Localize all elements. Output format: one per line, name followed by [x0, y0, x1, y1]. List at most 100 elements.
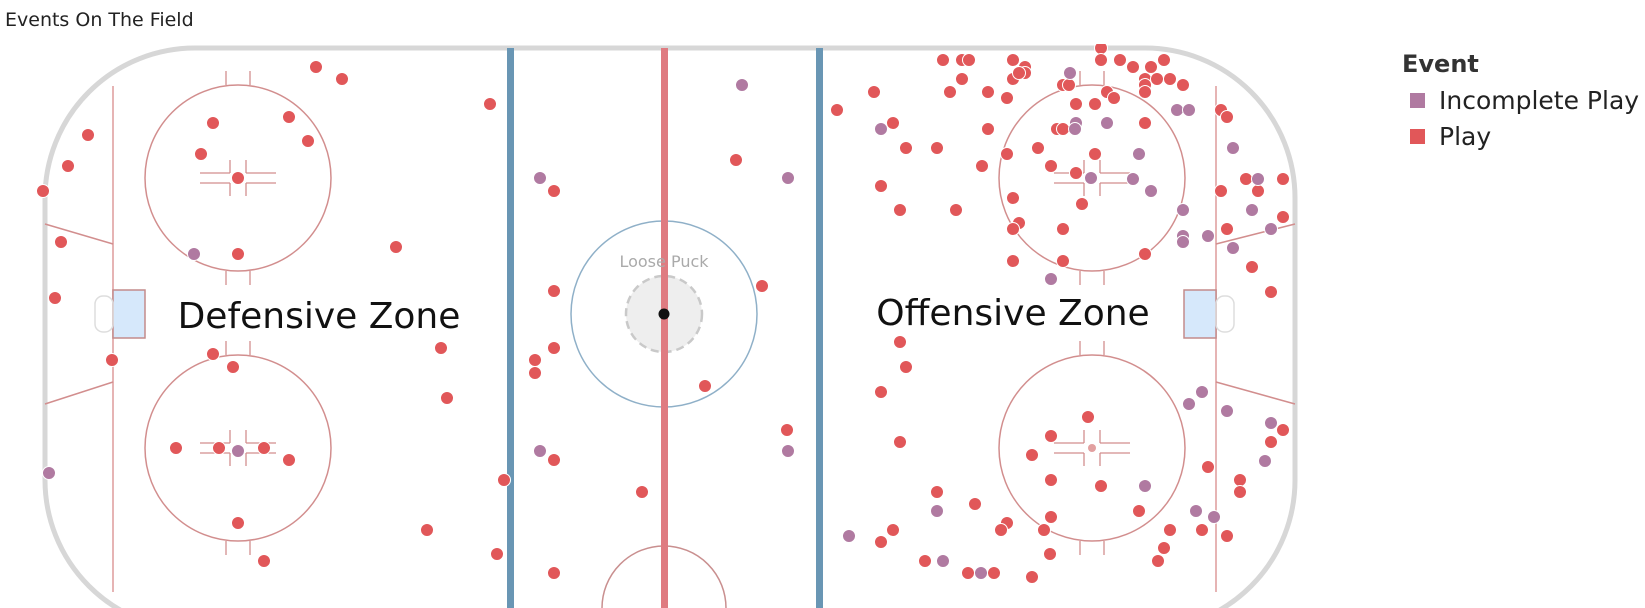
event-point-play[interactable]: [257, 554, 271, 568]
event-point-play[interactable]: [899, 141, 913, 155]
event-point-incomplete-play[interactable]: [874, 122, 888, 136]
event-point-play[interactable]: [1025, 448, 1039, 462]
event-point-incomplete-play[interactable]: [930, 504, 944, 518]
event-point-play[interactable]: [1220, 222, 1234, 236]
event-point-play[interactable]: [547, 284, 561, 298]
event-point-play[interactable]: [874, 179, 888, 193]
event-point-play[interactable]: [899, 360, 913, 374]
event-point-play[interactable]: [698, 379, 712, 393]
event-point-play[interactable]: [1012, 66, 1026, 80]
event-point-play[interactable]: [1044, 159, 1058, 173]
event-point-play[interactable]: [1031, 141, 1045, 155]
event-point-incomplete-play[interactable]: [1258, 454, 1272, 468]
event-point-play[interactable]: [105, 353, 119, 367]
event-point-incomplete-play[interactable]: [1220, 404, 1234, 418]
event-point-play[interactable]: [893, 335, 907, 349]
legend-item-incomplete-play[interactable]: Incomplete Play: [1402, 82, 1639, 118]
event-point-play[interactable]: [1126, 60, 1140, 74]
event-point-play[interactable]: [1150, 72, 1164, 86]
event-point-incomplete-play[interactable]: [1251, 172, 1265, 186]
event-point-play[interactable]: [1006, 53, 1020, 67]
event-point-play[interactable]: [1006, 191, 1020, 205]
event-point-play[interactable]: [1132, 504, 1146, 518]
event-point-incomplete-play[interactable]: [974, 566, 988, 580]
event-point-incomplete-play[interactable]: [1170, 103, 1184, 117]
event-point-play[interactable]: [1264, 435, 1278, 449]
event-point-play[interactable]: [1044, 510, 1058, 524]
event-point-incomplete-play[interactable]: [735, 78, 749, 92]
event-point-play[interactable]: [1088, 147, 1102, 161]
event-point-play[interactable]: [975, 159, 989, 173]
event-point-incomplete-play[interactable]: [1245, 203, 1259, 217]
event-point-play[interactable]: [301, 134, 315, 148]
event-point-play[interactable]: [547, 453, 561, 467]
event-point-incomplete-play[interactable]: [842, 529, 856, 543]
event-point-incomplete-play[interactable]: [781, 171, 795, 185]
event-point-play[interactable]: [968, 497, 982, 511]
event-point-play[interactable]: [635, 485, 649, 499]
event-point-play[interactable]: [1056, 222, 1070, 236]
event-point-incomplete-play[interactable]: [1044, 272, 1058, 286]
event-point-play[interactable]: [893, 203, 907, 217]
event-point-play[interactable]: [1094, 479, 1108, 493]
event-point-play[interactable]: [547, 341, 561, 355]
event-point-incomplete-play[interactable]: [1182, 103, 1196, 117]
event-point-play[interactable]: [1163, 72, 1177, 86]
event-point-play[interactable]: [962, 53, 976, 67]
event-point-play[interactable]: [1276, 172, 1290, 186]
event-point-play[interactable]: [1000, 147, 1014, 161]
event-point-play[interactable]: [1088, 97, 1102, 111]
event-point-play[interactable]: [335, 72, 349, 86]
event-point-incomplete-play[interactable]: [1126, 172, 1140, 186]
event-point-incomplete-play[interactable]: [1068, 122, 1082, 136]
event-point-incomplete-play[interactable]: [1226, 241, 1240, 255]
event-point-incomplete-play[interactable]: [1201, 229, 1215, 243]
event-point-play[interactable]: [309, 60, 323, 74]
event-point-play[interactable]: [1006, 222, 1020, 236]
event-point-play[interactable]: [194, 147, 208, 161]
event-point-play[interactable]: [1220, 110, 1234, 124]
event-point-incomplete-play[interactable]: [1144, 184, 1158, 198]
event-point-play[interactable]: [874, 385, 888, 399]
event-point-play[interactable]: [61, 159, 75, 173]
event-point-play[interactable]: [987, 566, 1001, 580]
event-point-play[interactable]: [226, 360, 240, 374]
legend-item-play[interactable]: Play: [1402, 118, 1639, 154]
event-point-incomplete-play[interactable]: [1176, 235, 1190, 249]
event-point-play[interactable]: [1044, 429, 1058, 443]
event-point-play[interactable]: [1107, 91, 1121, 105]
event-point-incomplete-play[interactable]: [1063, 66, 1077, 80]
event-point-play[interactable]: [1233, 473, 1247, 487]
event-point-play[interactable]: [282, 110, 296, 124]
event-point-play[interactable]: [780, 423, 794, 437]
event-point-play[interactable]: [54, 235, 68, 249]
event-point-play[interactable]: [886, 523, 900, 537]
event-point-incomplete-play[interactable]: [1176, 203, 1190, 217]
event-point-play[interactable]: [1201, 460, 1215, 474]
event-point-play[interactable]: [1214, 184, 1228, 198]
event-point-play[interactable]: [1094, 44, 1108, 55]
event-point-incomplete-play[interactable]: [231, 444, 245, 458]
event-point-play[interactable]: [994, 523, 1008, 537]
event-point-play[interactable]: [282, 453, 296, 467]
event-point-play[interactable]: [936, 53, 950, 67]
event-point-play[interactable]: [1056, 254, 1070, 268]
event-point-play[interactable]: [528, 366, 542, 380]
event-point-play[interactable]: [231, 247, 245, 261]
event-point-play[interactable]: [81, 128, 95, 142]
event-point-play[interactable]: [930, 141, 944, 155]
event-point-incomplete-play[interactable]: [1226, 141, 1240, 155]
event-point-play[interactable]: [1044, 473, 1058, 487]
event-point-play[interactable]: [1163, 523, 1177, 537]
event-point-play[interactable]: [547, 184, 561, 198]
event-point-play[interactable]: [949, 203, 963, 217]
event-point-play[interactable]: [231, 516, 245, 530]
event-point-play[interactable]: [1025, 570, 1039, 584]
event-point-play[interactable]: [1233, 485, 1247, 499]
event-point-play[interactable]: [1069, 97, 1083, 111]
event-point-play[interactable]: [1276, 423, 1290, 437]
event-point-play[interactable]: [528, 353, 542, 367]
event-point-incomplete-play[interactable]: [1264, 416, 1278, 430]
event-point-play[interactable]: [169, 441, 183, 455]
event-point-play[interactable]: [212, 441, 226, 455]
